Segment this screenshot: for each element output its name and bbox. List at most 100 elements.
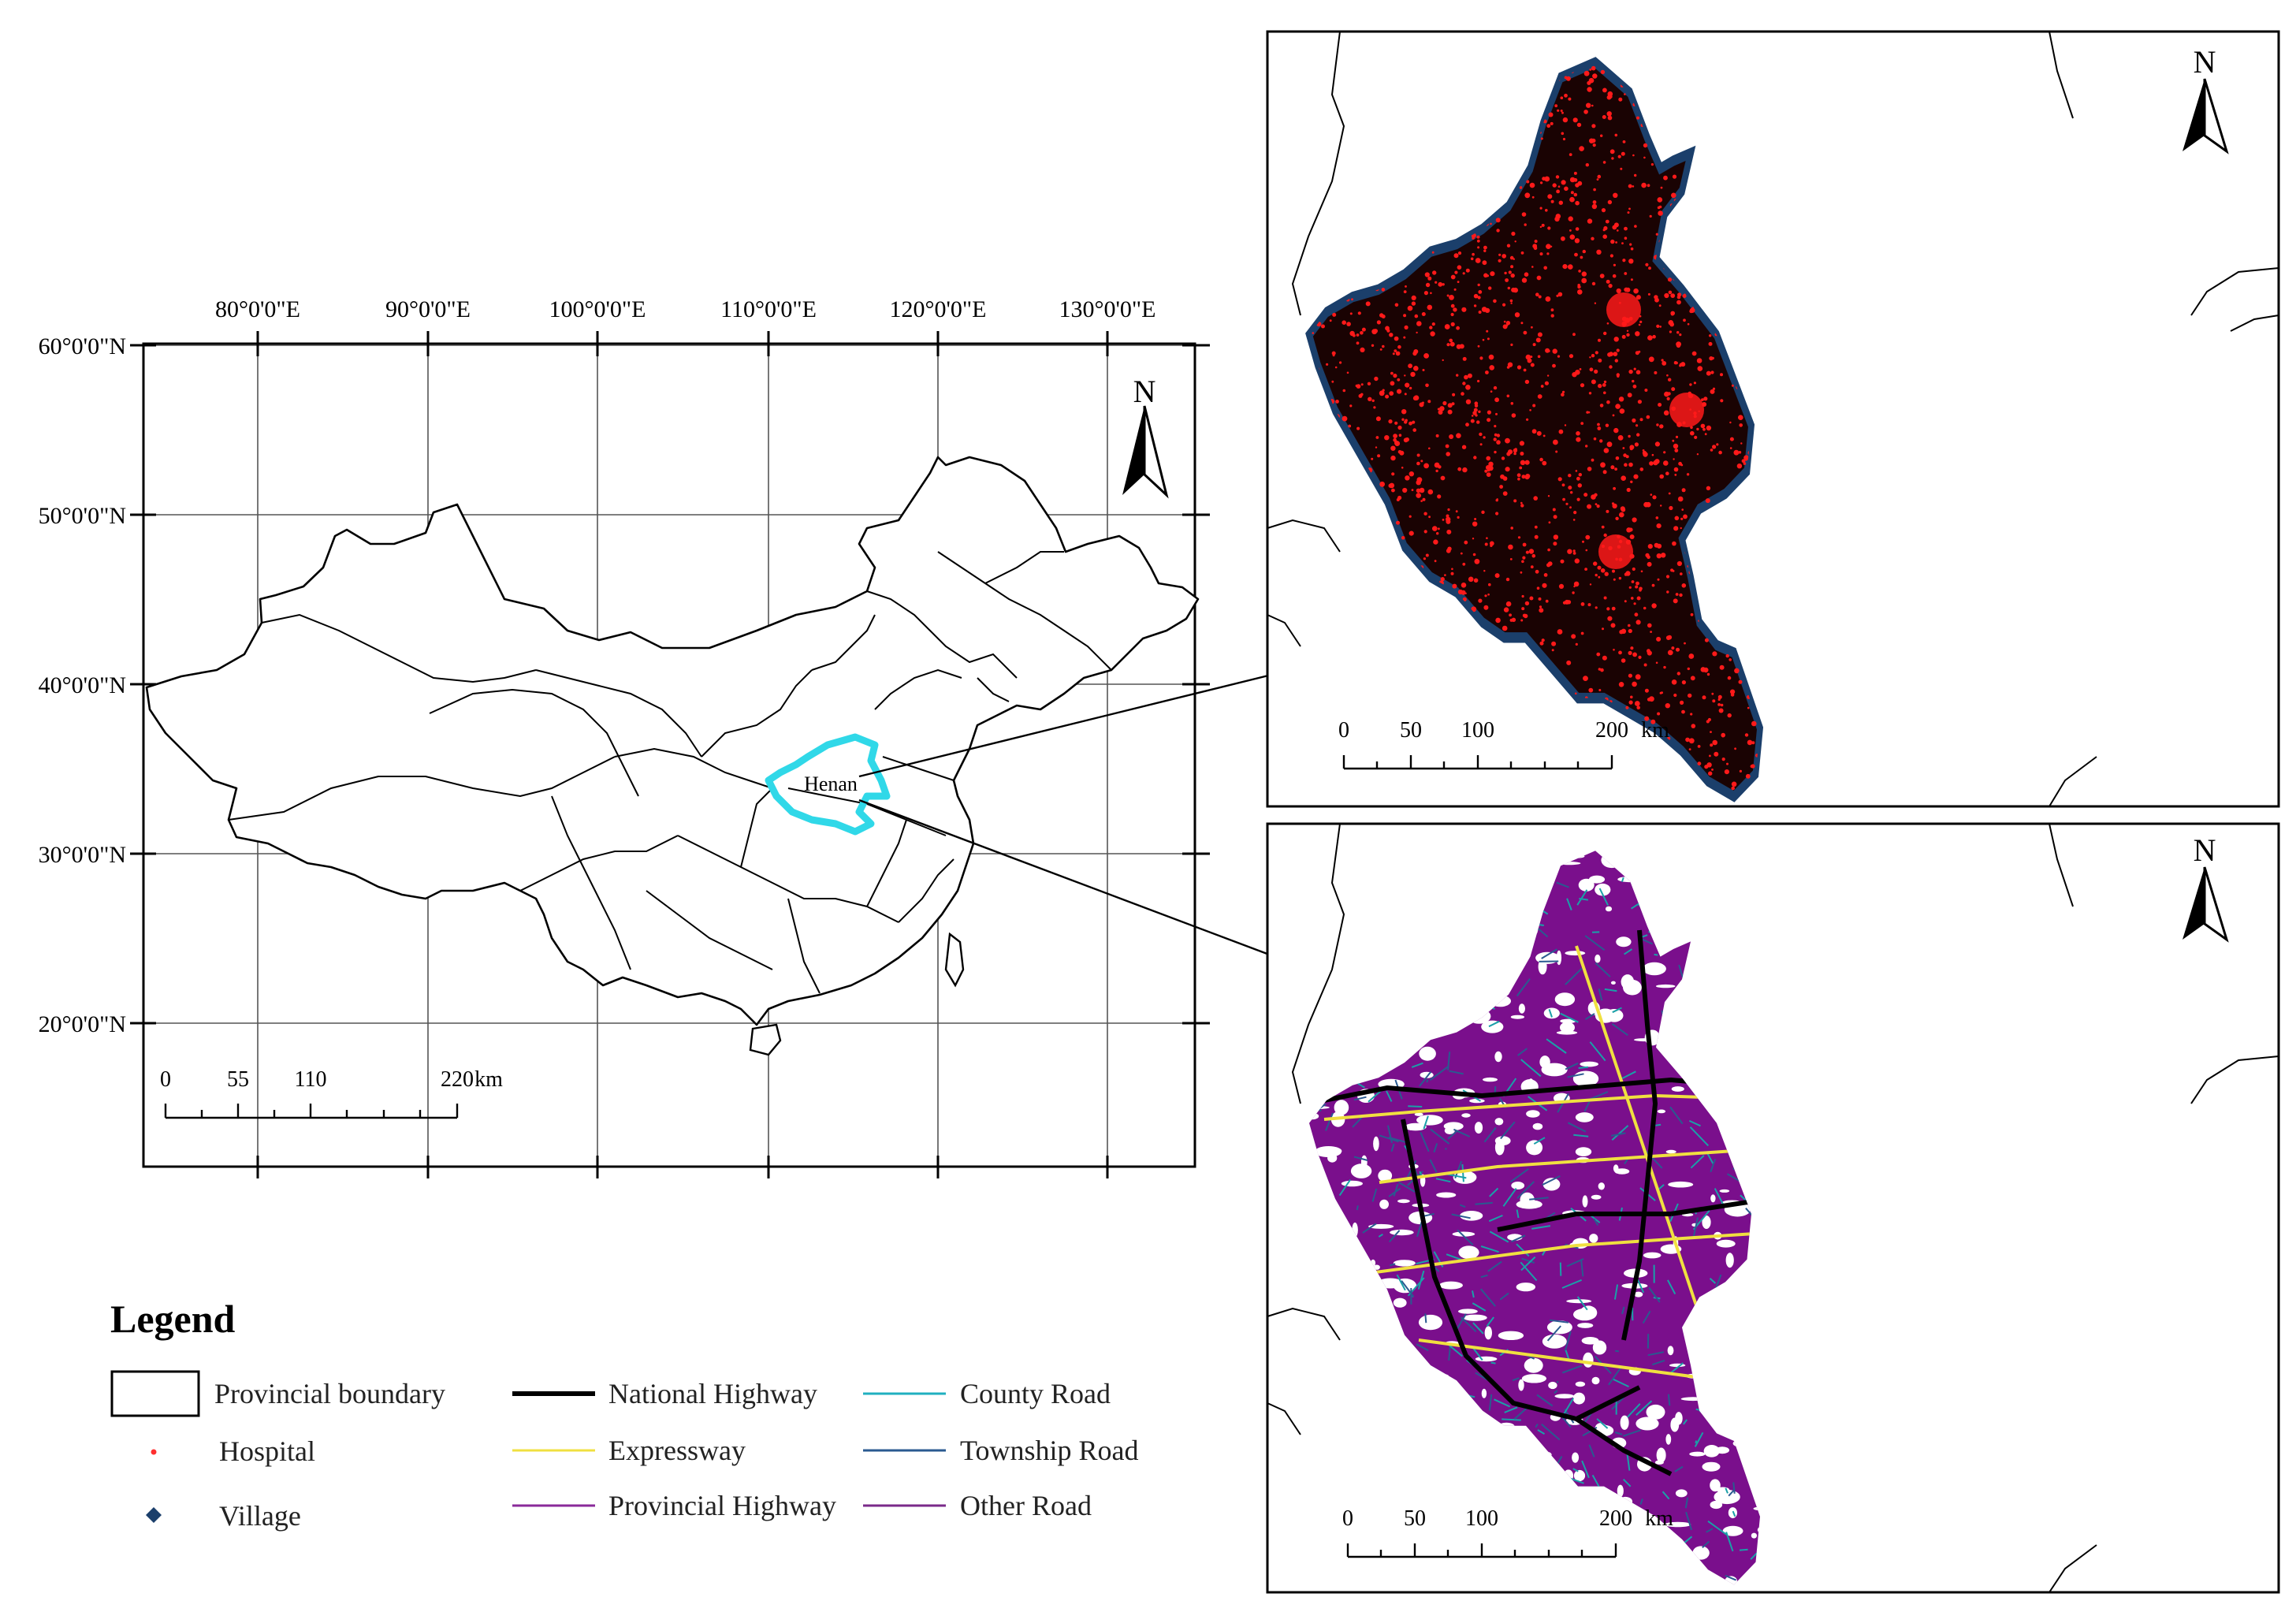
hospital-point	[1564, 76, 1568, 80]
legend-label: Provincial Highway	[608, 1490, 836, 1521]
hospital-point	[1683, 318, 1686, 322]
hospital-point	[1561, 483, 1565, 487]
hospital-point	[1613, 427, 1619, 434]
hospital-point	[1635, 581, 1639, 586]
hospital-point	[1663, 175, 1668, 181]
hospital-point	[1629, 534, 1635, 539]
hospital-point	[1374, 376, 1379, 382]
hospital-point	[1419, 487, 1425, 493]
hospital-point	[1635, 674, 1641, 680]
hospital-point	[1690, 713, 1693, 716]
minor-road	[1472, 1302, 1487, 1312]
hospital-point	[1623, 453, 1627, 457]
hospital-point	[1697, 366, 1703, 371]
minor-road	[1710, 1159, 1717, 1173]
road-gap	[1452, 1231, 1475, 1237]
road-gap	[1702, 1461, 1721, 1472]
hospital-point	[1572, 117, 1578, 123]
hospital-point	[1548, 521, 1551, 524]
hospital-point	[1612, 414, 1615, 417]
minor-road	[1325, 1112, 1334, 1131]
hospital-point	[1371, 344, 1375, 347]
minor-road	[1624, 948, 1633, 955]
hospital-point	[1712, 699, 1716, 703]
hospital-point	[1632, 154, 1635, 157]
minor-road	[1490, 1361, 1496, 1364]
hospital-point	[1440, 475, 1446, 481]
hospital-point	[1719, 665, 1725, 670]
minor-road	[1685, 1511, 1693, 1531]
hospital-map: N 0 50 100 200 km	[1266, 30, 2280, 808]
hospital-point	[1516, 473, 1521, 478]
hospital-point	[1621, 242, 1624, 244]
scale-bar	[164, 1104, 459, 1119]
road-gap	[1542, 1178, 1561, 1191]
minor-road	[1529, 1197, 1549, 1201]
hospital-point	[1531, 429, 1537, 434]
road-gap	[1526, 1110, 1540, 1118]
hospital-point	[1657, 712, 1661, 716]
hospital-point	[1555, 175, 1560, 179]
hospital-point	[1667, 277, 1673, 282]
hospital-point	[1557, 109, 1560, 112]
hospital-point	[1603, 380, 1607, 384]
hospital-point	[1509, 613, 1512, 617]
minor-road	[1572, 1468, 1579, 1472]
road-gap	[1710, 1194, 1716, 1203]
hospital-point	[1524, 379, 1530, 385]
hospital-point	[1535, 292, 1539, 297]
minor-road	[1595, 962, 1611, 977]
hospital-point	[1536, 586, 1540, 590]
hospital-point	[1557, 292, 1563, 297]
hospital-point	[1654, 370, 1658, 374]
hospital-point	[1493, 385, 1498, 390]
hospital-point	[1530, 356, 1533, 359]
hospital-point	[1636, 596, 1641, 601]
hospital-point	[1542, 460, 1547, 466]
hospital-point	[1473, 293, 1479, 299]
hospital-point	[1456, 374, 1459, 377]
hospital-point	[1540, 137, 1543, 140]
minor-road	[1608, 1366, 1622, 1386]
scale-tick: 0	[1342, 1506, 1353, 1531]
hospital-point	[1388, 419, 1393, 424]
hospital-point	[1450, 274, 1456, 280]
hospital-point	[1633, 367, 1636, 370]
hospital-point	[1607, 115, 1613, 121]
road-gap	[1643, 1252, 1662, 1259]
minor-road	[1567, 1122, 1587, 1133]
lon-label: 80°0'0"E	[215, 296, 300, 322]
scale-tick: 100	[1465, 1506, 1498, 1531]
road-gap	[1511, 1182, 1525, 1189]
henan-label: Henan	[804, 772, 858, 795]
hospital-point	[1524, 223, 1527, 226]
hospital-point	[1639, 586, 1643, 591]
minor-road	[1388, 1230, 1401, 1243]
hospital-point	[1577, 181, 1583, 186]
hospital-point	[1550, 121, 1554, 125]
hospital-point	[1706, 425, 1712, 431]
legend: Legend Provincial boundary Hospital Vill…	[110, 1297, 1138, 1532]
hospital-point	[1502, 476, 1508, 481]
scale-unit: km	[1645, 1506, 1673, 1531]
hospital-point	[1465, 385, 1471, 390]
minor-road	[1386, 1090, 1393, 1102]
hospital-point	[1585, 549, 1588, 552]
road-gap	[1675, 1489, 1688, 1498]
hospital-point	[1624, 600, 1627, 603]
hospital-point	[1628, 673, 1632, 678]
hospital-point	[1423, 291, 1428, 296]
hospital-point	[1606, 400, 1610, 404]
minor-road	[1389, 1263, 1396, 1267]
hospital-point	[1457, 281, 1460, 283]
hospital-point	[1557, 477, 1562, 482]
hospital-point	[1471, 415, 1474, 417]
hospital-point	[1577, 483, 1583, 488]
hospital-point	[1611, 157, 1614, 160]
hospital-point	[1665, 703, 1670, 709]
hospital-point	[1638, 323, 1641, 326]
hospital-point	[1558, 200, 1564, 205]
hospital-point	[1575, 692, 1577, 695]
hospital-point	[1552, 183, 1557, 188]
hospital-point	[1483, 249, 1487, 252]
